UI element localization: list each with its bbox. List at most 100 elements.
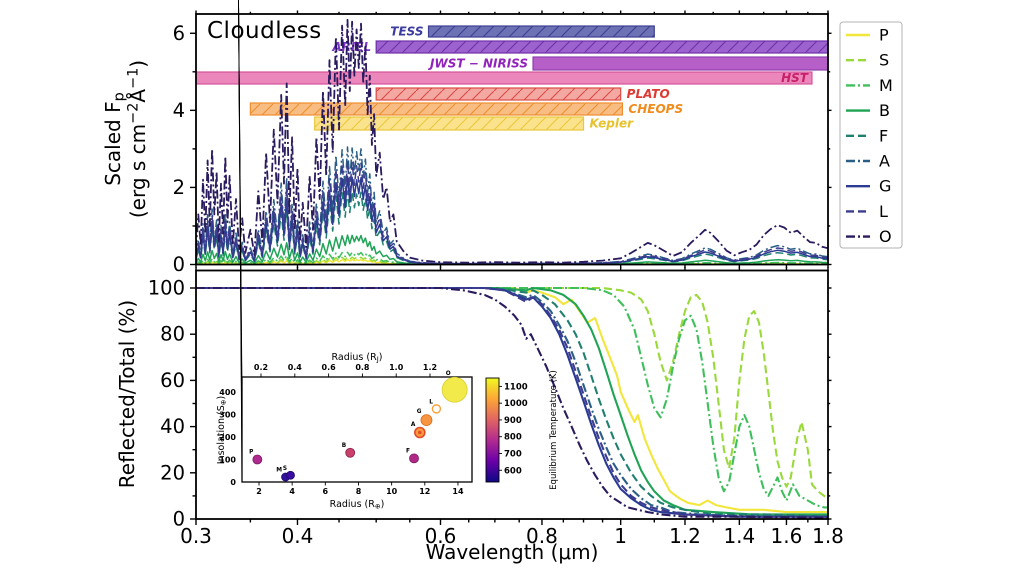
legend-box (839, 21, 903, 249)
bottom-y-tick-label: 20 (160, 461, 185, 484)
inset-top-tick-label: 1.2 (423, 363, 437, 372)
inset-top-axis-label: Radius (RJ​) (332, 352, 383, 364)
legend-label-A: A (879, 152, 890, 171)
inset-y-tick-label: 0 (230, 478, 236, 487)
inset-y-tick-label: 300 (219, 411, 236, 420)
bottom-series-M (196, 286, 828, 509)
inset-y-tick-label: 200 (219, 433, 236, 442)
inset-top-tick-label: 1.0 (389, 363, 404, 372)
legend-label-P: P (879, 26, 889, 45)
mission-band-TESS (427, 25, 655, 38)
bottom-y-tick-label: 40 (160, 415, 185, 438)
bottom-series-L (196, 286, 828, 518)
bottom-y-tick-label: 80 (160, 323, 185, 346)
top-y-tick-label: 0 (173, 253, 185, 276)
inset-point-label-F: F (406, 448, 410, 454)
bottom-series-A (196, 286, 828, 518)
legend-item-P: P (846, 26, 889, 45)
bottom-series-P (196, 286, 828, 514)
x-tick-label: 0.6 (425, 524, 457, 548)
legend-item-S: S (846, 51, 889, 70)
inset-point-label-M: M (276, 468, 282, 474)
x-tick-label: 1.8 (812, 524, 844, 548)
legend-item-F: F (846, 126, 888, 145)
legend-item-L: L (846, 202, 888, 221)
top-series-O (196, 18, 828, 264)
colorbar-tick-label: 1000 (504, 399, 528, 409)
legend-item-G: G (846, 177, 891, 196)
top-y-tick-label: 4 (173, 99, 185, 122)
mission-label-CHEOPS: CHEOPS (628, 102, 683, 116)
legend-item-M: M (846, 76, 893, 95)
top-panel-bg (196, 14, 828, 265)
colorbar-tick-label: 700 (504, 449, 522, 459)
mission-band-PLATO (375, 87, 622, 101)
inset-point-label-G: G (417, 409, 422, 415)
top-y-axis-label-line2: (erg s cm−2​Å−1​) (125, 60, 150, 218)
mission-label-PLATO: PLATO (627, 87, 670, 101)
inset-x-tick-label: 8 (356, 487, 362, 496)
bottom-y-axis-label: Reflected/Total (%) (115, 299, 139, 489)
inset-point-S (286, 470, 295, 480)
inset-point-B (345, 447, 356, 458)
inset-point-label-S: S (283, 466, 287, 472)
x-tick-label: 0.8 (526, 524, 558, 548)
inset-x-tick-label: 12 (419, 487, 430, 496)
colorbar-tick-label: 900 (504, 416, 522, 426)
mission-band-Kepler (314, 116, 585, 131)
x-tick-label: 0.3 (180, 524, 212, 548)
bottom-series-O (196, 286, 828, 519)
inset-x-axis-label: Radius (R⊕​) (330, 499, 385, 511)
colorbar-tick-label: 800 (504, 433, 522, 443)
inset-x-tick-label: 2 (256, 487, 262, 496)
mission-label-Kepler: Kepler (590, 117, 635, 131)
inset-x-tick-label: 4 (289, 487, 295, 496)
inset-top-tick-label: 0.8 (355, 363, 370, 372)
mission-label-TESS: TESS (390, 25, 423, 39)
bottom-panel-frame (195, 269, 829, 520)
mission-label-HST: HST (781, 71, 809, 85)
top-panel-frame (195, 13, 829, 266)
inset-top-tick-label: 0.2 (254, 363, 268, 372)
legend-label-B: B (879, 101, 890, 120)
x-axis-label: Wavelength (μm) (425, 540, 599, 564)
x-tick-label: 1 (614, 524, 627, 548)
bottom-y-tick-label: 60 (160, 369, 185, 392)
legend-label-L: L (879, 202, 888, 221)
inset-point-F (409, 453, 419, 464)
inset-x-tick-label: 10 (386, 487, 398, 496)
legend-item-O: O (846, 227, 892, 246)
inset-y-tick-label: 400 (219, 388, 236, 397)
inset-point-label-P: P (249, 450, 254, 456)
inset-point-label-A: A (411, 422, 416, 428)
bottom-series-S (196, 286, 828, 500)
legend-label-G: G (879, 177, 891, 196)
inset-x-tick-label: 6 (323, 487, 329, 496)
inset-frame (241, 376, 473, 483)
legend-item-A: A (846, 152, 890, 171)
inset-y-axis-label: Insolation (S⊕​) (216, 396, 228, 464)
panel-title: Cloudless (207, 18, 322, 44)
colorbar-label: Equilibrium Temperature (K) (549, 370, 559, 490)
x-tick-label: 1.4 (723, 524, 755, 548)
legend-label-O: O (879, 227, 892, 246)
colorbar-tick-label: 600 (504, 466, 522, 476)
inset-point-L (431, 404, 442, 414)
inset: 2 4 6 8 10 12 14 0.2 0.4 0.6 0.8 1.0 1.2 0 100 200 300 40… (216, 0, 473, 511)
inset-point-label-O: O (446, 371, 451, 377)
inset-tick (238, 0, 243, 393)
legend-item-B: B (846, 101, 890, 120)
top-series-L (196, 160, 828, 265)
inset-y-tick-label: 100 (219, 456, 236, 465)
inset-colorbar: 600 700 800 900 1000 1100 Equilibrium Temperat… (485, 370, 559, 490)
mission-band-HST (196, 71, 813, 85)
mission-band-CHEOPS (249, 102, 624, 116)
colorbar-gradient (485, 377, 500, 483)
inset-x-tick-label: 14 (452, 487, 464, 496)
inset-point-G (420, 414, 433, 427)
top-y-tick-label: 2 (173, 176, 185, 199)
x-tick-label: 1.6 (771, 524, 803, 548)
